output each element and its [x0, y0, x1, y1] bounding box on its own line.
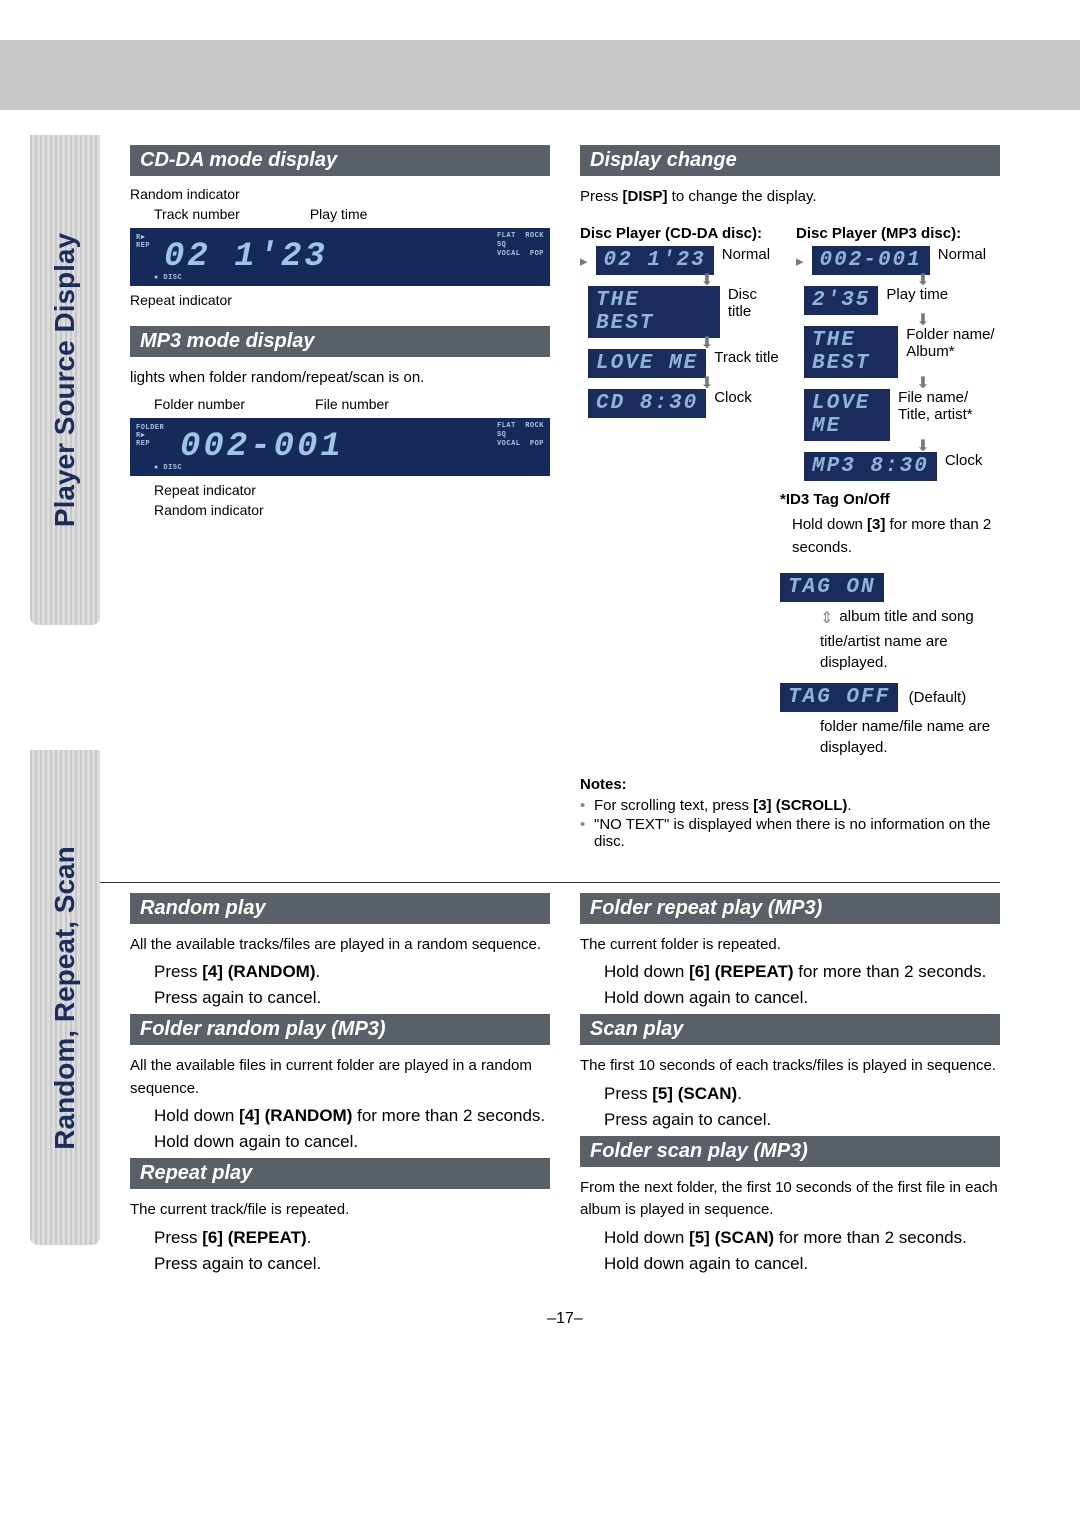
lcd-display-step: CD 8:30 — [588, 389, 706, 418]
display-step-label: Folder name/ Album* — [906, 326, 1000, 360]
arrow-down-icon: ⬇ — [630, 338, 784, 349]
callout-file: File number — [315, 396, 389, 412]
random-cancel: Press again to cancel. — [154, 988, 550, 1008]
display-step-label: Disc title — [728, 286, 784, 320]
frandom-press: Hold down [4] (RANDOM) for more than 2 s… — [154, 1106, 550, 1126]
side-tab-label: Player Source Display — [49, 233, 81, 527]
fscan-cancel: Hold down again to cancel. — [604, 1254, 1000, 1274]
callout-random: Random indicator — [154, 502, 550, 518]
callout-track: Track number — [154, 206, 240, 222]
lcd-display-step: MP3 8:30 — [804, 452, 937, 481]
title-folder-scan: Folder scan play (MP3) — [580, 1136, 1000, 1167]
callout-random: Random indicator — [130, 186, 550, 202]
repeat-press: Press [6] (REPEAT). — [154, 1228, 550, 1248]
title-mp3-mode: MP3 mode display — [130, 326, 550, 357]
display-step-label: File name/ Title, artist* — [898, 389, 1000, 423]
lcd-cdda-main: 02 1'23 — [164, 238, 328, 276]
header-gray-band — [0, 40, 1080, 110]
side-tab-random-repeat-scan: Random, Repeat, Scan — [30, 750, 100, 1245]
random-desc: All the available tracks/files are playe… — [130, 934, 550, 957]
title-repeat-play: Repeat play — [130, 1158, 550, 1189]
cdda-disc-head: Disc Player (CD-DA disc): — [580, 225, 784, 242]
lcd-display-step: 002-001 — [812, 246, 930, 275]
side-tab-label: Random, Repeat, Scan — [49, 846, 81, 1149]
display-step-label: Play time — [886, 286, 948, 303]
arrow-right-icon: ▸ — [796, 252, 804, 270]
lcd-display-step: 02 1'23 — [596, 246, 714, 275]
lcd-cdda: R► REP 02 1'23 FLAT ROCK SQ VOCAL POP ● … — [130, 228, 550, 286]
random-press: Press [4] (RANDOM). — [154, 962, 550, 982]
display-step-label: Clock — [945, 452, 983, 469]
note-item: "NO TEXT" is displayed when there is no … — [580, 816, 1000, 850]
lcd-side-indicators: FOLDER R► REP — [136, 424, 164, 449]
title-folder-repeat: Folder repeat play (MP3) — [580, 893, 1000, 924]
mp3-lead: lights when folder random/repeat/scan is… — [130, 367, 550, 390]
lcd-display-step: LOVE ME — [588, 349, 706, 378]
frepeat-desc: The current folder is repeated. — [580, 934, 1000, 957]
scan-cancel: Press again to cancel. — [604, 1110, 1000, 1130]
frepeat-press: Hold down [6] (REPEAT) for more than 2 s… — [604, 962, 1000, 982]
display-step-label: Normal — [938, 246, 986, 263]
lcd-eq-badges: FLAT ROCK SQ VOCAL POP — [497, 232, 544, 259]
title-scan-play: Scan play — [580, 1014, 1000, 1045]
col-player-display-left: CD-DA mode display Random indicator Trac… — [130, 145, 550, 852]
id3-tag-off-desc: folder name/file name are displayed. — [820, 716, 1000, 758]
lcd-tag-off: TAG OFF — [780, 683, 898, 712]
lcd-disc-indicator: ● DISC — [154, 274, 182, 282]
frandom-cancel: Hold down again to cancel. — [154, 1132, 550, 1152]
lcd-side-indicators: R► REP — [136, 234, 150, 251]
lcd-disc-indicator: ● DISC — [154, 464, 182, 472]
lcd-display-step: THE BEST — [804, 326, 898, 378]
title-folder-random: Folder random play (MP3) — [130, 1014, 550, 1045]
notes-title: Notes: — [580, 776, 1000, 793]
lcd-eq-badges: FLAT ROCK SQ VOCAL POP — [497, 422, 544, 449]
display-step-label: Normal — [722, 246, 770, 263]
title-cdda-mode: CD-DA mode display — [130, 145, 550, 176]
id3-hold: Hold down [3] for more than 2 seconds. — [792, 514, 1000, 559]
mp3-disc-head: Disc Player (MP3 disc): — [796, 225, 1000, 242]
callout-folder: Folder number — [154, 396, 245, 412]
arrow-down-icon: ⬇ — [846, 275, 1000, 286]
note-item: For scrolling text, press [3] (SCROLL). — [580, 797, 1000, 814]
side-tab-player-source: Player Source Display — [30, 135, 100, 625]
repeat-desc: The current track/file is repeated. — [130, 1199, 550, 1222]
id3-tag-on-desc: ⇕album title and song title/artist name … — [820, 606, 1000, 672]
arrow-right-icon: ▸ — [580, 252, 588, 270]
id3-default: (Default) — [909, 689, 967, 706]
callout-playtime: Play time — [310, 206, 368, 222]
lcd-display-step: LOVE ME — [804, 389, 890, 441]
page-number: –17– — [130, 1310, 1000, 1328]
lcd-tag-on: TAG ON — [780, 573, 884, 602]
arrow-down-icon: ⬇ — [846, 315, 1000, 326]
id3-head: *ID3 Tag On/Off — [780, 491, 1000, 508]
col-randomrepeat-left: Random play All the available tracks/fil… — [130, 893, 550, 1280]
callout-repeat: Repeat indicator — [130, 292, 550, 308]
display-step-label: Clock — [714, 389, 752, 406]
fscan-press: Hold down [5] (SCAN) for more than 2 sec… — [604, 1228, 1000, 1248]
col-randomrepeat-right: Folder repeat play (MP3) The current fol… — [580, 893, 1000, 1280]
repeat-cancel: Press again to cancel. — [154, 1254, 550, 1274]
notes-list: For scrolling text, press [3] (SCROLL). "… — [580, 797, 1000, 850]
disp-lead: Press [DISP] to change the display. — [580, 186, 1000, 209]
frandom-desc: All the available files in current folde… — [130, 1055, 550, 1100]
title-random-play: Random play — [130, 893, 550, 924]
frepeat-cancel: Hold down again to cancel. — [604, 988, 1000, 1008]
scan-desc: The first 10 seconds of each tracks/file… — [580, 1055, 1000, 1078]
updown-icon: ⇕ — [820, 608, 833, 630]
lcd-mp3: FOLDER R► REP 002-001 FLAT ROCK SQ VOCAL… — [130, 418, 550, 476]
display-step-label: Track title — [714, 349, 778, 366]
fscan-desc: From the next folder, the first 10 secon… — [580, 1177, 1000, 1222]
arrow-down-icon: ⬇ — [630, 275, 784, 286]
arrow-down-icon: ⬇ — [846, 441, 1000, 452]
lcd-display-step: THE BEST — [588, 286, 720, 338]
arrow-down-icon: ⬇ — [846, 378, 1000, 389]
title-display-change: Display change — [580, 145, 1000, 176]
scan-press: Press [5] (SCAN). — [604, 1084, 1000, 1104]
col-display-change: Display change Press [DISP] to change th… — [580, 145, 1000, 852]
lcd-mp3-main: 002-001 — [180, 428, 344, 466]
arrow-down-icon: ⬇ — [630, 378, 784, 389]
lcd-display-step: 2'35 — [804, 286, 878, 315]
callout-repeat: Repeat indicator — [154, 482, 550, 498]
